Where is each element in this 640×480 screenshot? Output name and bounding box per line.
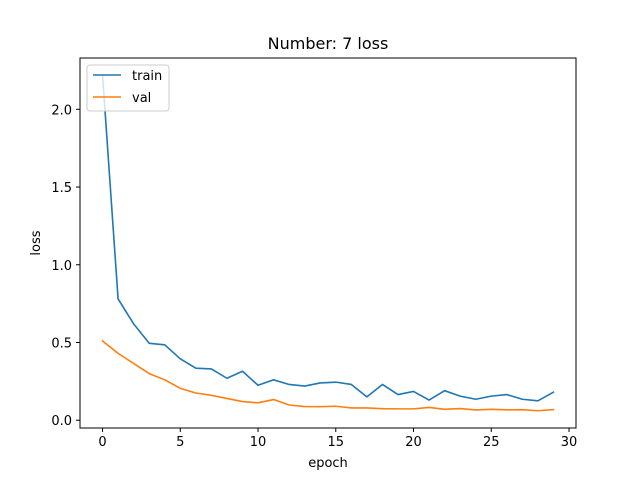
x-tick-label: 5: [176, 435, 184, 450]
series-lines: [101, 74, 555, 412]
chart-title: Number: 7 loss: [268, 34, 389, 53]
y-tick-label: 1.0: [51, 259, 72, 274]
x-tick-label: 30: [561, 435, 578, 450]
plot-frame: [79, 57, 577, 429]
axis-ticks: 0 5 10 15 20 25 30 0.0 0.5 1.0 1.5 2.0: [51, 103, 577, 450]
series-line-val: [101, 339, 555, 412]
legend: train val: [86, 64, 170, 112]
y-tick-label: 1.5: [51, 181, 72, 196]
x-tick-label: 10: [250, 435, 267, 450]
legend-box: [86, 64, 170, 112]
x-tick-label: 20: [405, 435, 422, 450]
legend-label-train: train: [132, 69, 162, 84]
y-tick-label: 0.5: [51, 336, 72, 351]
y-axis-label: loss: [29, 230, 44, 255]
x-tick-label: 0: [98, 435, 106, 450]
series-line-train: [101, 74, 555, 402]
x-tick-label: 15: [328, 435, 345, 450]
x-axis-label: epoch: [308, 456, 348, 471]
legend-label-val: val: [132, 91, 151, 106]
x-tick-label: 25: [483, 435, 500, 450]
y-tick-label: 2.0: [51, 103, 72, 118]
y-tick-label: 0.0: [51, 414, 72, 429]
